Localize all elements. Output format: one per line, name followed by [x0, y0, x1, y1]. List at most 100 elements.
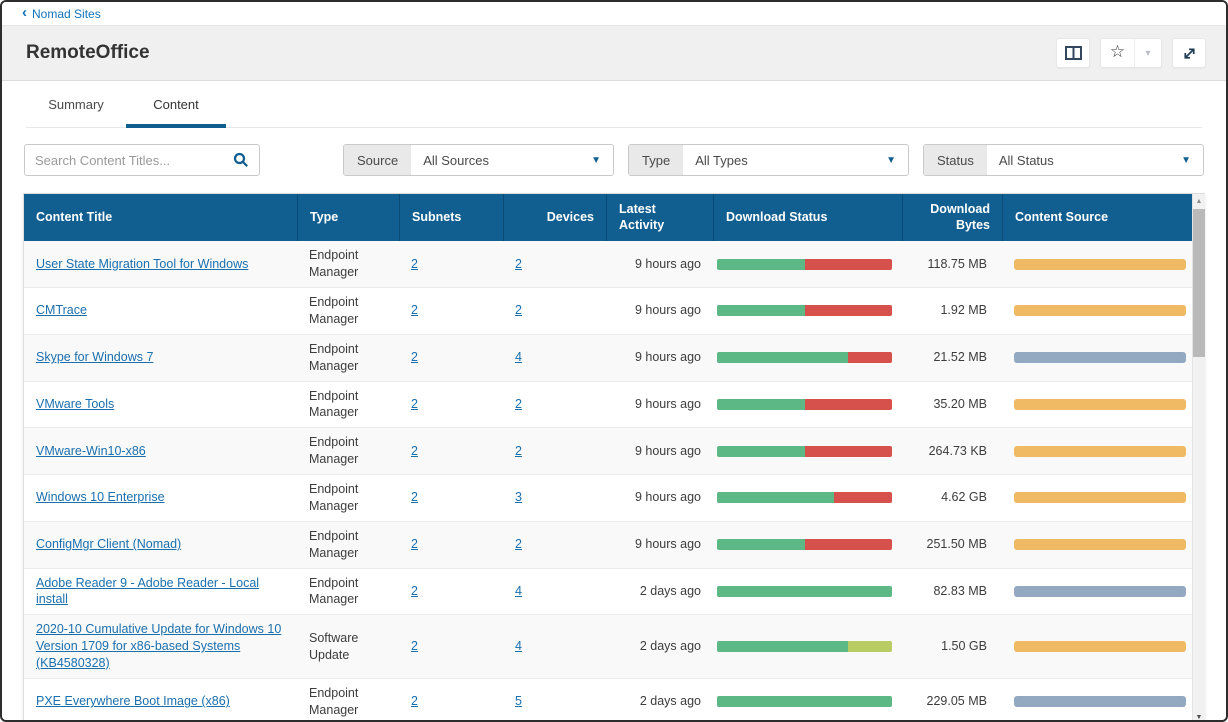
download-status-bar [717, 398, 892, 410]
devices-link[interactable]: 5 [515, 694, 522, 709]
download-bytes-value: 4.62 GB [941, 490, 987, 505]
devices-link[interactable]: 4 [515, 639, 522, 654]
devices-link[interactable]: 2 [515, 256, 522, 271]
latest-activity-value: 9 hours ago [634, 256, 701, 271]
content-title-link[interactable]: PXE Everywhere Boot Image (x86) [36, 694, 230, 709]
expand-button[interactable] [1172, 38, 1206, 68]
status-segment-red [834, 492, 892, 504]
favorite-menu-button[interactable]: ▾ [1135, 39, 1161, 67]
column-header-content-title[interactable]: Content Title [36, 209, 113, 224]
devices-link[interactable]: 4 [515, 350, 522, 365]
subnets-link[interactable]: 2 [411, 639, 418, 654]
download-status-cell [713, 382, 902, 428]
content-title-link[interactable]: CMTrace [36, 303, 87, 318]
download-status-cell [713, 569, 902, 615]
title-bar: RemoteOffice ☆ ▾ [2, 26, 1226, 81]
column-header-subnets[interactable]: Subnets [399, 194, 503, 242]
content-title-link[interactable]: VMware Tools [36, 396, 115, 411]
download-status-bar [717, 258, 892, 270]
download-bytes-cell: 264.73 KB [902, 428, 1002, 474]
devices-link[interactable]: 2 [515, 396, 522, 411]
subnets-link[interactable]: 2 [411, 537, 418, 552]
star-icon: ☆ [1109, 42, 1126, 61]
subnets-link[interactable]: 2 [411, 443, 418, 458]
latest-activity-value: 9 hours ago [634, 443, 701, 458]
subnets-cell: 2 [399, 569, 503, 615]
content-source-cell [1002, 288, 1192, 334]
tab-content[interactable]: Content [126, 81, 226, 128]
devices-link[interactable]: 3 [515, 490, 522, 505]
download-bytes-value: 251.50 MB [926, 537, 987, 552]
subnets-link[interactable]: 2 [411, 694, 418, 709]
breadcrumb[interactable]: ‹ Nomad Sites [22, 5, 101, 21]
column-header-latest-activity[interactable]: Latest Activity [606, 194, 713, 242]
subnets-link[interactable]: 2 [411, 583, 418, 598]
content-title-link[interactable]: User State Migration Tool for Windows [36, 256, 249, 271]
devices-link[interactable]: 2 [515, 443, 522, 458]
favorite-button[interactable]: ☆ [1101, 39, 1135, 67]
scroll-up-icon[interactable]: ▲ [1195, 198, 1203, 205]
scroll-down-icon[interactable]: ▼ [1195, 713, 1203, 721]
column-header-devices[interactable]: Devices [503, 194, 606, 242]
table-row: VMware Tools Endpoint Manager 2 2 9 hours ag… [24, 381, 1192, 429]
columns-button[interactable] [1056, 38, 1090, 68]
type-value: Endpoint Manager [309, 295, 359, 326]
scrollbar-thumb[interactable] [1193, 209, 1205, 357]
table-row: User State Migration Tool for Windows End… [24, 241, 1192, 288]
content-title-link[interactable]: Adobe Reader 9 - Adobe Reader - Local in… [36, 575, 260, 607]
column-header-content-source[interactable]: Content Source [1002, 194, 1192, 242]
download-status-bar [717, 352, 892, 364]
download-bytes-value: 264.73 KB [928, 443, 987, 458]
status-segment-red [804, 398, 892, 410]
subnets-link[interactable]: 2 [411, 303, 418, 318]
search-input[interactable] [35, 152, 233, 168]
status-segment-green [717, 492, 835, 504]
subnets-link[interactable]: 2 [411, 490, 418, 505]
column-header-type[interactable]: Type [297, 194, 399, 242]
type-cell: Endpoint Manager [297, 475, 399, 521]
page-title: RemoteOffice [26, 42, 150, 63]
download-status-bar [717, 539, 892, 551]
chevron-down-icon: ▼ [1181, 154, 1191, 166]
content-title-link[interactable]: ConfigMgr Client (Nomad) [36, 537, 182, 552]
status-segment-green [717, 445, 805, 457]
subnets-cell: 2 [399, 522, 503, 568]
download-status-bar [717, 585, 892, 597]
source-filter[interactable]: Source All Sources ▼ [343, 144, 614, 176]
table-body: User State Migration Tool for Windows End… [24, 241, 1192, 720]
subnets-link[interactable]: 2 [411, 256, 418, 271]
column-header-download-status[interactable]: Download Status [713, 194, 902, 242]
status-filter[interactable]: Status All Status ▼ [923, 144, 1204, 176]
download-bytes-value: 1.50 GB [941, 639, 987, 654]
tab-summary[interactable]: Summary [48, 96, 104, 112]
type-cell: Endpoint Manager [297, 382, 399, 428]
subnets-link[interactable]: 2 [411, 350, 418, 365]
type-value: Endpoint Manager [309, 435, 359, 467]
breadcrumb-label: Nomad Sites [32, 6, 101, 21]
breadcrumb-bar: ‹ Nomad Sites [2, 2, 1226, 26]
subnets-cell: 2 [399, 615, 503, 678]
latest-activity-cell: 2 days ago [606, 679, 713, 720]
subnets-link[interactable]: 2 [411, 396, 418, 411]
search-icon[interactable] [233, 152, 249, 168]
status-segment-red [804, 445, 892, 457]
subnets-cell: 2 [399, 382, 503, 428]
column-header-download-bytes[interactable]: Download Bytes [902, 194, 1002, 242]
type-filter-label: Type [629, 145, 684, 175]
content-title-link[interactable]: VMware-Win10-x86 [36, 443, 146, 458]
devices-link[interactable]: 4 [515, 583, 522, 598]
content-title-link[interactable]: Skype for Windows 7 [36, 350, 154, 365]
content-title-link[interactable]: 2020-10 Cumulative Update for Windows 10… [36, 622, 282, 670]
status-segment-green [717, 352, 849, 364]
source-filter-value: All Sources [423, 152, 489, 168]
status-segment-lightgreen [848, 641, 892, 653]
content-source-cell [1002, 382, 1192, 428]
devices-link[interactable]: 2 [515, 303, 522, 318]
table-row: 2020-10 Cumulative Update for Windows 10… [24, 615, 1192, 679]
devices-link[interactable]: 2 [515, 537, 522, 552]
latest-activity-cell: 9 hours ago [606, 241, 713, 287]
content-title-link[interactable]: Windows 10 Enterprise [36, 490, 165, 505]
latest-activity-value: 2 days ago [639, 694, 701, 709]
type-filter[interactable]: Type All Types ▼ [628, 144, 909, 176]
